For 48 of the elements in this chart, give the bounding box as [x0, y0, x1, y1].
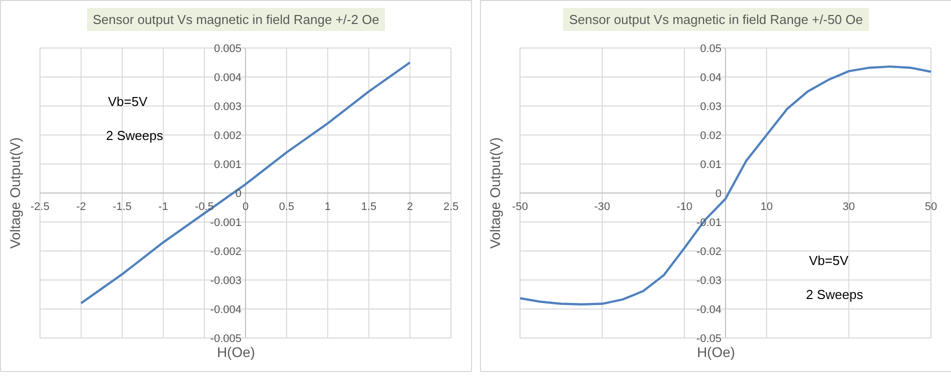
y-tick-label: -0.02 — [696, 246, 722, 258]
y-tick-label: -0.003 — [210, 275, 242, 287]
x-tick-label: 0 — [242, 201, 249, 213]
x-tick-label: 2.5 — [443, 201, 459, 213]
y-tick-label: 0.05 — [700, 43, 722, 55]
y-tick-label: 0.003 — [214, 101, 242, 113]
x-tick-label: -30 — [594, 201, 610, 213]
y-tick-label: 0 — [715, 188, 722, 200]
x-tick-label: 1.5 — [361, 201, 376, 213]
x-tick-label: -1.5 — [112, 201, 132, 213]
y-axis-title: Voltage Output(V) — [487, 137, 503, 249]
y-tick-label: -0.04 — [696, 304, 722, 316]
x-tick-label: -1 — [158, 201, 168, 213]
annotation: 2 Sweeps — [806, 287, 864, 302]
y-tick-label: 0.002 — [214, 130, 242, 142]
annotation: 2 Sweeps — [106, 128, 164, 143]
y-tick-label: 0.004 — [214, 72, 242, 84]
y-tick-label: -0.002 — [210, 246, 242, 258]
y-tick-label: -0.004 — [210, 304, 242, 316]
chart-title: Sensor output Vs magnetic in field Range +/-2 Oe — [86, 8, 386, 31]
y-tick-label: 0.005 — [214, 43, 242, 55]
annotation: Vb=5V — [809, 253, 848, 268]
x-tick-label: 0.5 — [278, 201, 294, 213]
y-tick-label: 0.03 — [700, 101, 722, 113]
y-axis-title: Voltage Output(V) — [7, 137, 23, 249]
y-tick-label: 0.001 — [214, 159, 242, 171]
x-tick-label: -2.5 — [30, 201, 50, 213]
x-tick-label: -50 — [512, 201, 528, 213]
x-tick-label: -2 — [76, 201, 86, 213]
x-tick-label: -0.5 — [194, 201, 214, 213]
x-tick-label: 1 — [324, 201, 331, 213]
y-tick-label: -0.001 — [210, 217, 242, 229]
y-tick-label: 0.02 — [700, 130, 722, 142]
y-tick-label: 0.04 — [700, 72, 722, 84]
x-tick-label: 30 — [842, 201, 855, 213]
x-tick-label: 50 — [924, 201, 938, 213]
annotation: Vb=5V — [108, 94, 148, 109]
y-tick-label: -0.03 — [696, 275, 722, 287]
x-axis-title: H(Oe) — [216, 344, 256, 360]
chart-title: Sensor output Vs magnetic in field Range +/-50 Oe — [563, 8, 869, 31]
y-tick-label: 0.01 — [700, 159, 722, 171]
x-tick-label: -10 — [676, 201, 692, 213]
x-tick-label: 2 — [406, 201, 413, 213]
x-tick-label: 10 — [760, 201, 773, 213]
y-tick-label: -0.05 — [696, 333, 722, 345]
y-tick-label: -0.005 — [210, 333, 242, 345]
x-axis-title: H(Oe) — [696, 344, 736, 360]
y-tick-label: 0 — [235, 188, 242, 200]
